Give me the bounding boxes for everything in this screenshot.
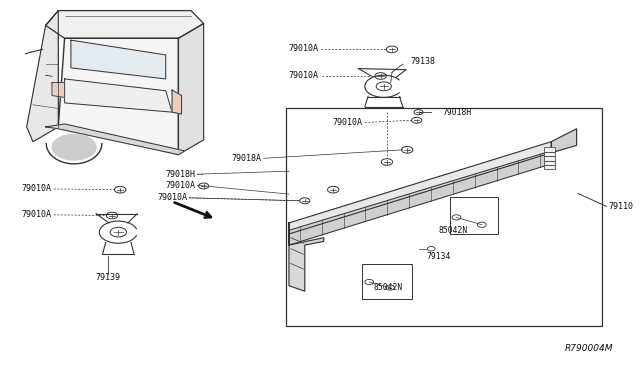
- Polygon shape: [551, 129, 577, 153]
- Text: 79134: 79134: [426, 252, 451, 262]
- Bar: [544, 161, 555, 165]
- Polygon shape: [172, 90, 182, 114]
- Text: 79018H: 79018H: [165, 170, 195, 179]
- Text: R790004M: R790004M: [564, 344, 613, 353]
- Bar: [362, 263, 412, 299]
- Polygon shape: [45, 11, 204, 38]
- Bar: [544, 152, 555, 156]
- Polygon shape: [179, 23, 204, 155]
- Text: 79010A: 79010A: [22, 184, 52, 193]
- Circle shape: [52, 134, 96, 160]
- Polygon shape: [52, 83, 65, 97]
- Text: 79010A: 79010A: [165, 181, 195, 190]
- Text: 79010A: 79010A: [289, 71, 319, 80]
- Polygon shape: [27, 11, 58, 142]
- Text: 79139: 79139: [95, 273, 120, 282]
- Text: 79018A: 79018A: [232, 154, 262, 163]
- Text: 79010A: 79010A: [158, 193, 188, 202]
- Text: 79138: 79138: [411, 57, 436, 66]
- Polygon shape: [58, 38, 179, 155]
- Polygon shape: [289, 151, 551, 245]
- Polygon shape: [65, 79, 172, 112]
- Polygon shape: [71, 40, 166, 79]
- Text: 79010A: 79010A: [22, 210, 52, 219]
- Polygon shape: [289, 142, 551, 234]
- Bar: [544, 165, 555, 169]
- Polygon shape: [289, 223, 324, 291]
- Text: 85042N: 85042N: [439, 226, 468, 235]
- Text: 79010A: 79010A: [289, 44, 319, 53]
- Bar: [544, 156, 555, 161]
- Bar: [286, 109, 602, 326]
- Bar: [450, 197, 497, 234]
- Bar: [544, 147, 555, 152]
- Text: 79018H: 79018H: [443, 108, 472, 117]
- Text: 85042N: 85042N: [373, 283, 403, 292]
- Polygon shape: [45, 124, 185, 155]
- Text: 79110: 79110: [608, 202, 633, 211]
- Text: 79010A: 79010A: [333, 118, 363, 127]
